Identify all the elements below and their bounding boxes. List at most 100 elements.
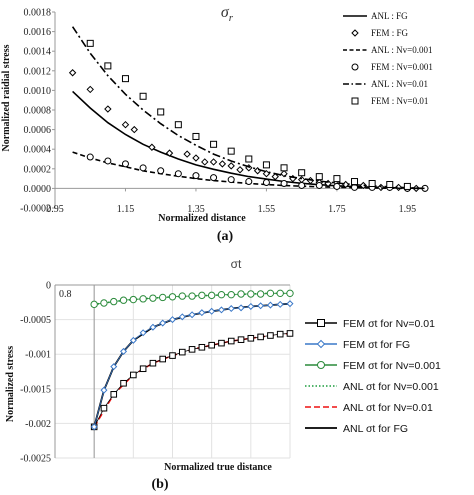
y-tick-label: 0 bbox=[46, 281, 51, 292]
data-point bbox=[227, 162, 235, 170]
data-point bbox=[86, 153, 94, 161]
x-tick-label: 1.15 bbox=[117, 204, 135, 215]
data-point bbox=[110, 297, 118, 306]
data-point bbox=[297, 175, 306, 184]
data-point bbox=[280, 180, 288, 187]
data-point bbox=[104, 62, 112, 70]
data-point bbox=[227, 290, 235, 299]
data-point bbox=[139, 164, 147, 172]
data-point bbox=[207, 291, 216, 300]
data-point bbox=[218, 339, 225, 347]
data-point bbox=[208, 307, 216, 315]
data-point bbox=[210, 140, 218, 148]
data-point bbox=[271, 172, 279, 181]
data-point bbox=[386, 180, 394, 188]
data-point bbox=[120, 347, 128, 355]
data-point bbox=[121, 160, 129, 168]
legend-entry: ANL σt for Nv=0.01 bbox=[343, 402, 433, 414]
y-tick-label: 0.0000 bbox=[24, 184, 52, 195]
data-point bbox=[68, 69, 77, 77]
legend-marker bbox=[351, 29, 359, 37]
data-point bbox=[104, 157, 112, 165]
data-point bbox=[86, 39, 94, 47]
y-tick-label: 0.0008 bbox=[24, 106, 52, 117]
legend-entry: FEM : Nv=0.001 bbox=[371, 62, 433, 72]
data-point bbox=[237, 290, 245, 298]
data-point bbox=[253, 167, 262, 175]
data-point bbox=[333, 175, 341, 183]
legend-marker bbox=[351, 63, 359, 71]
data-point bbox=[188, 292, 196, 300]
data-point bbox=[100, 404, 108, 412]
legend-entry: FEM : FG bbox=[371, 28, 409, 38]
legend-marker bbox=[317, 361, 325, 369]
data-point bbox=[178, 313, 186, 321]
data-point bbox=[192, 172, 200, 180]
data-point bbox=[247, 334, 255, 342]
y-tick-label: 0.0010 bbox=[24, 86, 52, 97]
data-point bbox=[100, 386, 108, 394]
data-point bbox=[183, 150, 191, 158]
x-tick-label: 1.75 bbox=[328, 204, 346, 215]
y-tick-label: 0.0004 bbox=[24, 145, 52, 156]
data-point bbox=[129, 295, 138, 304]
data-point bbox=[262, 179, 270, 187]
y-tick-label: 0.0014 bbox=[24, 47, 52, 58]
data-point bbox=[121, 120, 130, 129]
chart-b: σt 0 -0.0005 -0.001 -0.0015 -0.002 -0.0025 0.8… bbox=[5, 257, 441, 492]
data-point bbox=[139, 365, 147, 373]
series-line bbox=[72, 90, 426, 190]
legend-marker bbox=[351, 97, 359, 105]
chart-a-plot-area bbox=[68, 26, 429, 193]
chart-a: σr -0.0002 0.0000 0.0002 0.0004 0.0006 0.0008… bbox=[1, 4, 433, 244]
data-point bbox=[403, 182, 411, 190]
chart-b-x-axis-label: Normalized true distance bbox=[164, 462, 272, 473]
data-point bbox=[149, 294, 157, 302]
y-tick-label: -0.0002 bbox=[20, 204, 51, 215]
data-point bbox=[208, 341, 215, 349]
data-point bbox=[257, 302, 265, 310]
data-point bbox=[90, 300, 98, 309]
data-point bbox=[188, 346, 196, 353]
data-point bbox=[168, 316, 177, 324]
legend-entry: FEM σt for FG bbox=[343, 339, 410, 351]
y-tick-label: -0.0025 bbox=[20, 454, 51, 465]
y-tick-label: 0.0002 bbox=[24, 164, 52, 175]
data-point bbox=[188, 311, 196, 319]
data-point bbox=[201, 158, 209, 166]
data-point bbox=[286, 300, 294, 308]
data-point bbox=[129, 336, 137, 344]
data-point bbox=[247, 302, 255, 310]
data-point bbox=[315, 181, 323, 189]
data-point bbox=[86, 85, 94, 94]
y-tick-label: 0.0012 bbox=[24, 66, 52, 77]
data-point bbox=[174, 121, 182, 129]
chart-b-y-axis-label: Normalized stress bbox=[5, 346, 16, 422]
data-point bbox=[227, 305, 235, 313]
chart-a-legend: ANL : FG FEM : FG ANL : Nv=0.001 FEM : Nv=0… bbox=[343, 11, 433, 106]
data-point bbox=[90, 423, 98, 431]
y-tick-label: 0.0018 bbox=[24, 8, 52, 19]
data-point bbox=[217, 306, 225, 314]
data-point bbox=[333, 182, 341, 190]
data-point bbox=[149, 323, 157, 331]
data-point bbox=[148, 143, 156, 151]
data-point bbox=[286, 289, 294, 298]
data-point bbox=[280, 164, 288, 172]
data-point bbox=[257, 333, 264, 341]
data-point bbox=[120, 379, 127, 387]
data-point bbox=[178, 348, 186, 356]
data-point bbox=[245, 155, 253, 163]
data-point bbox=[218, 160, 227, 168]
panel-b-label: (b) bbox=[151, 477, 168, 492]
data-point bbox=[298, 181, 306, 189]
y-tick-label: -0.002 bbox=[25, 419, 51, 430]
x-tick-label: 1.55 bbox=[258, 204, 276, 215]
data-point bbox=[315, 173, 323, 181]
data-point bbox=[286, 330, 294, 337]
data-point bbox=[267, 332, 274, 339]
data-point bbox=[198, 309, 206, 317]
data-point bbox=[262, 169, 271, 178]
legend-entry: FEM σt for Nv=0.001 bbox=[343, 360, 441, 372]
